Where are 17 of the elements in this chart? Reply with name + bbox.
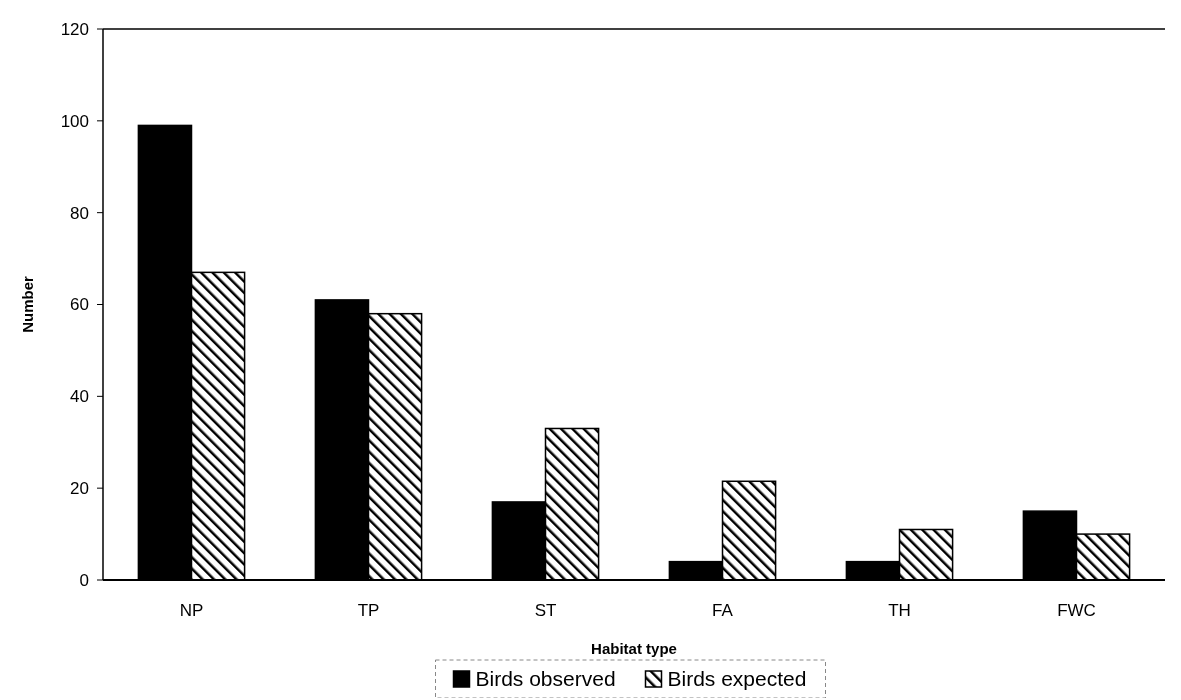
x-tick-label: TP xyxy=(357,601,380,620)
y-tick-label: 120 xyxy=(60,19,89,39)
x-tick-label: FWC xyxy=(1057,601,1096,620)
y-tick-label: 20 xyxy=(70,479,89,499)
x-tick-label: FA xyxy=(712,601,734,620)
y-tick-label: 40 xyxy=(70,387,89,407)
x-axis-title: Habitat type xyxy=(591,640,677,657)
y-tick-label: 80 xyxy=(70,203,89,223)
legend-label: Birds observed xyxy=(475,667,616,691)
legend-label: Birds expected xyxy=(667,667,807,691)
y-tick-label: 60 xyxy=(70,295,89,315)
x-tick-label: ST xyxy=(534,601,557,620)
y-axis-title: Number xyxy=(19,276,36,333)
y-tick-label: 0 xyxy=(79,570,89,590)
x-tick-label: TH xyxy=(888,601,911,620)
x-tick-label: NP xyxy=(179,601,204,620)
y-tick-label: 100 xyxy=(60,111,89,131)
